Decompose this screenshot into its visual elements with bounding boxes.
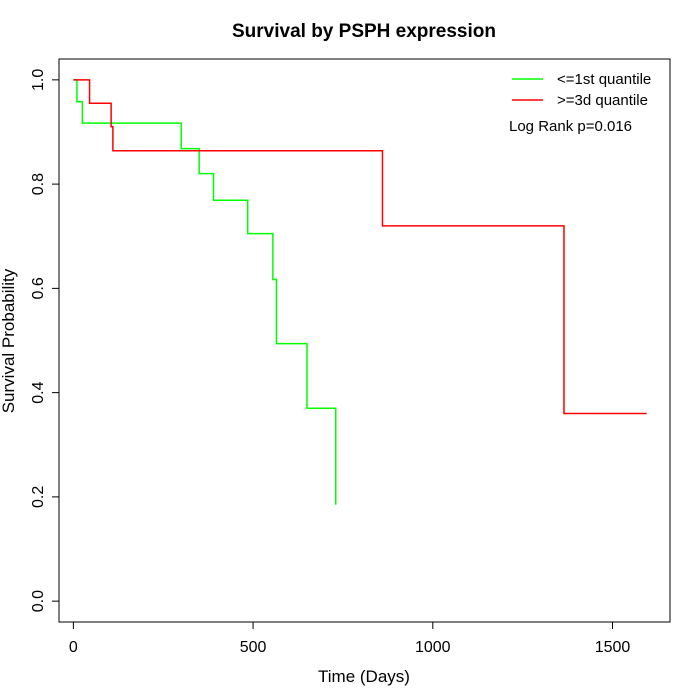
series-line-0 xyxy=(73,79,337,505)
y-axis-label: Survival Probability xyxy=(0,268,18,413)
legend-label-low: <=1st quantile xyxy=(557,71,651,88)
x-tick-label: 1500 xyxy=(595,639,631,656)
y-tick-label: 0.4 xyxy=(30,381,47,403)
plot-frame xyxy=(58,58,671,623)
y-tick-label: 0.2 xyxy=(30,486,47,508)
y-tick-label: 0.0 xyxy=(30,590,47,612)
y-tick-label: 1.0 xyxy=(30,69,47,91)
series-line-1 xyxy=(73,79,647,415)
x-axis: 0 500 1000 1500 xyxy=(69,622,630,656)
y-axis: 0.0 0.2 0.4 0.6 0.8 1.0 xyxy=(30,69,59,612)
series-layer xyxy=(73,79,647,505)
x-tick-label: 500 xyxy=(240,639,267,656)
x-tick-label: 1000 xyxy=(415,639,451,656)
legend: <=1st quantile >=3d quantile xyxy=(512,71,651,109)
chart-title: Survival by PSPH expression xyxy=(232,21,496,42)
legend-label-high: >=3d quantile xyxy=(557,92,648,109)
y-tick-label: 0.6 xyxy=(30,277,47,299)
y-tick-label: 0.8 xyxy=(30,173,47,195)
log-rank-annotation: Log Rank p=0.016 xyxy=(509,118,632,135)
x-axis-label: Time (Days) xyxy=(318,667,410,686)
x-tick-label: 0 xyxy=(69,639,78,656)
